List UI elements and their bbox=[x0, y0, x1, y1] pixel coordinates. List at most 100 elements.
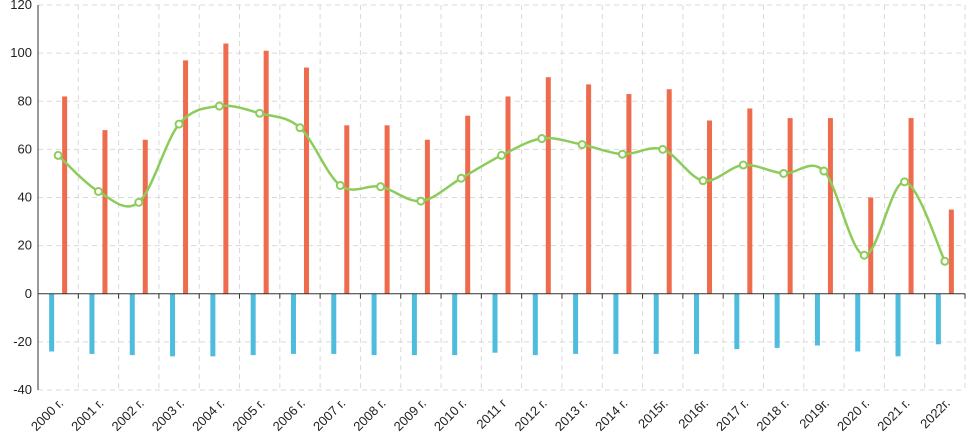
bar-positive bbox=[62, 96, 68, 294]
bar-negative bbox=[411, 293, 417, 356]
y-tick-label: -40 bbox=[13, 382, 32, 397]
x-tick-label: 2016г. bbox=[675, 396, 711, 432]
bar-positive bbox=[827, 118, 833, 294]
trend-point bbox=[577, 140, 587, 150]
x-tick-label: 2001 г. bbox=[68, 396, 106, 434]
bar-negative bbox=[89, 293, 95, 354]
x-tick-label: 2012 г. bbox=[512, 396, 550, 434]
bar-negative bbox=[250, 293, 256, 356]
trend-point bbox=[456, 173, 466, 183]
trend-point bbox=[537, 134, 547, 144]
bars bbox=[49, 43, 954, 357]
x-tick-label: 2010 г. bbox=[431, 396, 469, 434]
bar-positive bbox=[263, 50, 269, 294]
x-tick-label: 2017 г. bbox=[713, 396, 751, 434]
bar-positive bbox=[142, 139, 148, 294]
bar-positive bbox=[344, 125, 350, 294]
x-tick-label: 2021 г. bbox=[874, 396, 912, 434]
trend-point bbox=[779, 168, 789, 178]
x-tick-label: 2015г. bbox=[635, 396, 671, 432]
trend-point bbox=[940, 256, 950, 266]
y-tick-label: 100 bbox=[10, 45, 32, 60]
bar-negative bbox=[371, 293, 377, 356]
bar-negative bbox=[734, 293, 740, 350]
trend-point bbox=[416, 196, 426, 206]
bar-negative bbox=[532, 293, 538, 356]
trend-point bbox=[295, 123, 305, 133]
y-tick-label: 60 bbox=[18, 141, 32, 156]
x-tick-label: 2013 г. bbox=[552, 396, 590, 434]
y-tick-label: -20 bbox=[13, 334, 32, 349]
bar-negative bbox=[452, 293, 458, 356]
x-tick-label: 2022г. bbox=[917, 396, 953, 432]
x-tick-label: 2019г. bbox=[796, 396, 832, 432]
bar-positive bbox=[384, 125, 390, 294]
bar-negative bbox=[573, 293, 579, 354]
grid bbox=[38, 4, 966, 391]
bar-positive bbox=[303, 67, 309, 294]
x-tick-label: 2018 г. bbox=[753, 396, 791, 434]
trend-point bbox=[214, 101, 224, 111]
axes bbox=[37, 5, 966, 390]
trend-point bbox=[859, 250, 869, 260]
x-tick-label: 2002 г. bbox=[108, 396, 146, 434]
trend-point bbox=[658, 144, 668, 154]
bar-positive bbox=[707, 120, 713, 294]
bar-negative bbox=[290, 293, 296, 354]
x-tick-label: 2008 г. bbox=[350, 396, 388, 434]
bar-positive bbox=[666, 89, 672, 294]
trend-point bbox=[738, 160, 748, 170]
trend-point bbox=[93, 186, 103, 196]
bar-negative bbox=[49, 293, 55, 352]
x-tick-label: 2005 г. bbox=[229, 396, 267, 434]
bar-positive bbox=[787, 118, 793, 294]
y-tick-label: 40 bbox=[18, 190, 32, 205]
trend-point bbox=[617, 149, 627, 159]
x-tick-label: 2006 г. bbox=[270, 396, 308, 434]
x-tick-label: 2014 г. bbox=[592, 396, 630, 434]
trend-point bbox=[335, 180, 345, 190]
x-tick-label: 2000 г. bbox=[28, 396, 66, 434]
bar-negative bbox=[129, 293, 135, 356]
bar-negative bbox=[653, 293, 659, 354]
trend-point bbox=[698, 176, 708, 186]
bar-negative bbox=[935, 293, 941, 345]
trend-point bbox=[497, 150, 506, 160]
bar-positive bbox=[545, 77, 551, 294]
bar-positive bbox=[868, 197, 874, 294]
x-tick-label: 2004 г. bbox=[189, 396, 227, 434]
x-tick-label: 2009 г. bbox=[391, 396, 429, 434]
bar-negative bbox=[492, 293, 498, 353]
trend-point bbox=[255, 108, 265, 118]
x-tick-label: 2007 г. bbox=[310, 396, 348, 434]
bar-negative bbox=[331, 293, 337, 354]
bar-negative bbox=[774, 293, 780, 348]
bar-negative bbox=[170, 293, 176, 357]
trend-line-path bbox=[57, 104, 946, 262]
trend-line bbox=[53, 101, 950, 266]
bar-positive bbox=[505, 96, 511, 294]
bar-positive bbox=[586, 84, 592, 294]
trend-point bbox=[819, 166, 829, 176]
trend-point bbox=[174, 119, 184, 129]
bar-positive bbox=[908, 118, 914, 294]
bar-positive bbox=[465, 115, 471, 294]
bar-positive bbox=[102, 130, 108, 294]
trend-point bbox=[134, 197, 144, 207]
bar-positive bbox=[948, 209, 954, 294]
trend-point bbox=[376, 182, 386, 192]
y-tick-label: 20 bbox=[18, 238, 32, 253]
x-tick-label: 2011 г bbox=[473, 395, 509, 431]
bar-negative bbox=[814, 293, 820, 346]
bar-positive bbox=[626, 94, 632, 294]
y-tick-label: 80 bbox=[18, 93, 32, 108]
bar-negative bbox=[694, 293, 700, 354]
bar-negative bbox=[613, 293, 619, 354]
bar-negative bbox=[210, 293, 216, 357]
bar-negative bbox=[855, 293, 861, 352]
x-tick-label: 2003 г. bbox=[149, 396, 187, 434]
bar-negative bbox=[895, 293, 901, 357]
trend-point bbox=[53, 150, 63, 160]
bar-positive bbox=[424, 139, 430, 294]
